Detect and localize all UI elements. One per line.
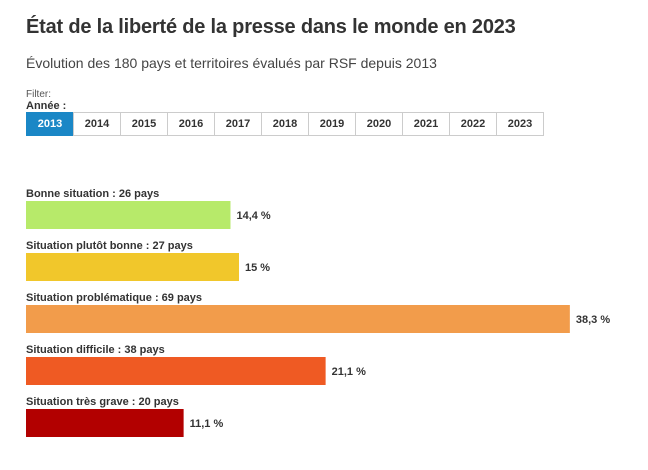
bar-label-situation-plutot-bonne: Situation plutôt bonne : 27 pays <box>26 240 193 252</box>
year-tab-2013[interactable]: 2013 <box>26 112 74 136</box>
value-label-situation-difficile: 21,1 % <box>332 366 366 378</box>
bar-label-situation-tres-grave: Situation très grave : 20 pays <box>26 396 179 408</box>
filter-label: Année : <box>26 100 67 112</box>
bar-label-bonne-situation: Bonne situation : 26 pays <box>26 188 159 200</box>
year-tab-2023[interactable]: 2023 <box>496 112 544 136</box>
chart-title: État de la liberté de la presse dans le … <box>26 16 516 38</box>
year-tab-2020[interactable]: 2020 <box>355 112 403 136</box>
chart-subtitle: Évolution des 180 pays et territoires év… <box>26 55 437 71</box>
year-tab-2016[interactable]: 2016 <box>167 112 215 136</box>
bar-situation-plutot-bonne[interactable] <box>26 253 239 281</box>
year-filter-tabs: 2013 2014 2015 2016 2017 2018 2019 2020 … <box>26 112 544 136</box>
filter-caption: Filter: <box>26 89 51 100</box>
value-label-situation-plutot-bonne: 15 % <box>245 262 270 274</box>
year-tab-2022[interactable]: 2022 <box>449 112 497 136</box>
year-tab-2015[interactable]: 2015 <box>120 112 168 136</box>
value-label-bonne-situation: 14,4 % <box>236 210 270 222</box>
value-label-situation-problematique: 38,3 % <box>576 314 610 326</box>
bar-label-situation-difficile: Situation difficile : 38 pays <box>26 344 165 356</box>
bar-situation-difficile[interactable] <box>26 357 326 385</box>
bar-bonne-situation[interactable] <box>26 201 231 229</box>
bar-situation-problematique[interactable] <box>26 305 570 333</box>
value-label-situation-tres-grave: 11,1 % <box>190 418 224 430</box>
year-tab-2021[interactable]: 2021 <box>402 112 450 136</box>
bar-situation-tres-grave[interactable] <box>26 409 184 437</box>
year-tab-2014[interactable]: 2014 <box>73 112 121 136</box>
year-tab-2017[interactable]: 2017 <box>214 112 262 136</box>
bar-label-situation-problematique: Situation problématique : 69 pays <box>26 292 202 304</box>
